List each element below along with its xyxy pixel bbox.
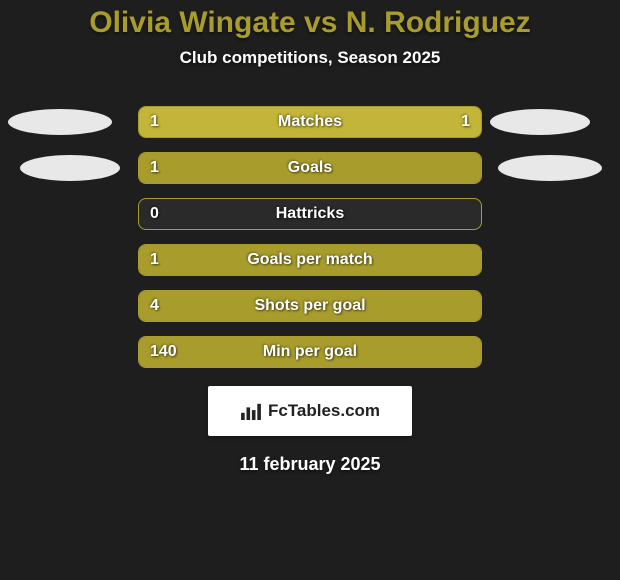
player-marker-left bbox=[20, 155, 120, 181]
player-marker-right bbox=[490, 109, 590, 135]
subtitle: Club competitions, Season 2025 bbox=[0, 48, 620, 68]
stat-label: Hattricks bbox=[138, 198, 482, 230]
bars-icon bbox=[240, 402, 262, 420]
logo-text: FcTables.com bbox=[268, 401, 380, 421]
stat-label: Goals per match bbox=[138, 244, 482, 276]
page-title: Olivia Wingate vs N. Rodriguez bbox=[0, 0, 620, 40]
logo-badge: FcTables.com bbox=[208, 386, 412, 436]
stats-chart: 11Matches 1Goals 0Hattricks 1Goals per matc… bbox=[0, 106, 620, 368]
stat-row: 11Matches bbox=[0, 106, 620, 138]
stat-label: Matches bbox=[138, 106, 482, 138]
comparison-infographic: Olivia Wingate vs N. Rodriguez Club comp… bbox=[0, 0, 620, 580]
player-marker-left bbox=[8, 109, 112, 135]
stat-row: 1Goals per match bbox=[0, 244, 620, 276]
player-marker-right bbox=[498, 155, 602, 181]
stat-row: 4Shots per goal bbox=[0, 290, 620, 322]
stat-row: 1Goals bbox=[0, 152, 620, 184]
stat-row: 140Min per goal bbox=[0, 336, 620, 368]
stat-label: Shots per goal bbox=[138, 290, 482, 322]
footer-date: 11 february 2025 bbox=[0, 454, 620, 475]
stat-label: Min per goal bbox=[138, 336, 482, 368]
stat-row: 0Hattricks bbox=[0, 198, 620, 230]
stat-label: Goals bbox=[138, 152, 482, 184]
